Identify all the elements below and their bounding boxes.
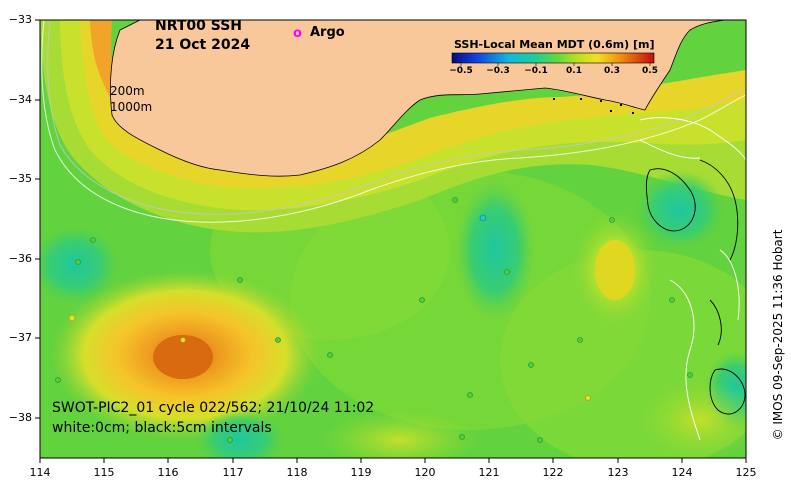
x-tick-label: 117 xyxy=(222,466,244,479)
y-tick-label: −33 xyxy=(8,13,32,26)
axis-ticks xyxy=(35,19,747,463)
x-tick-label: 118 xyxy=(286,466,308,479)
y-tick-label: −38 xyxy=(8,411,32,424)
y-tick-label: −35 xyxy=(8,172,32,185)
y-tick-label: −36 xyxy=(8,252,32,265)
x-tick-label: 120 xyxy=(414,466,436,479)
colorbar xyxy=(451,52,655,64)
swot-contours xyxy=(639,117,746,441)
colorbar-tick: −0.5 xyxy=(449,66,473,76)
argo-legend-label: Argo xyxy=(310,25,345,40)
x-tick-label: 123 xyxy=(607,466,629,479)
colorbar-tick: 0.3 xyxy=(604,66,620,76)
argo-legend-marker: o xyxy=(293,26,302,41)
isobath-1000m-line xyxy=(47,20,746,215)
y-tick-label: −37 xyxy=(8,331,32,344)
colorbar-tick: 0.1 xyxy=(566,66,582,76)
plot-frame xyxy=(39,19,747,459)
swath-info-line2: white:0cm; black:5cm intervals xyxy=(52,420,272,436)
colorbar-tick: −0.3 xyxy=(486,66,510,76)
colorbar-ticks xyxy=(460,63,651,66)
colorbar-title: SSH-Local Mean MDT (0.6m) [m] xyxy=(454,38,655,51)
swath-info-line1: SWOT-PIC2_01 cycle 022/562; 21/10/24 11:… xyxy=(52,400,375,416)
argo-markers-highlight xyxy=(68,314,591,401)
isobath-200m-line xyxy=(41,20,746,223)
isobath-200m-label: 200m xyxy=(110,84,145,98)
imos-credit: © IMOS 09-Sep-2025 11:36 Hobart xyxy=(771,229,785,441)
x-tick-label: 121 xyxy=(478,466,500,479)
colorbar-tick: −0.1 xyxy=(524,66,548,76)
x-tick-label: 125 xyxy=(735,466,757,479)
isobath-1000m-label: 1000m xyxy=(110,100,153,114)
x-tick-label: 115 xyxy=(93,466,115,479)
x-tick-label: 114 xyxy=(29,466,51,479)
colorbar-tick: 0.5 xyxy=(642,66,658,76)
x-tick-label: 116 xyxy=(157,466,179,479)
map-title-line2: 21 Oct 2024 xyxy=(155,37,251,53)
map-title-line1: NRT00 SSH xyxy=(155,18,243,34)
x-tick-label: 124 xyxy=(671,466,693,479)
y-tick-label: −34 xyxy=(8,93,32,106)
argo-markers-cool xyxy=(479,214,487,222)
x-tick-label: 122 xyxy=(542,466,564,479)
argo-markers xyxy=(55,197,693,443)
x-tick-label: 119 xyxy=(350,466,372,479)
